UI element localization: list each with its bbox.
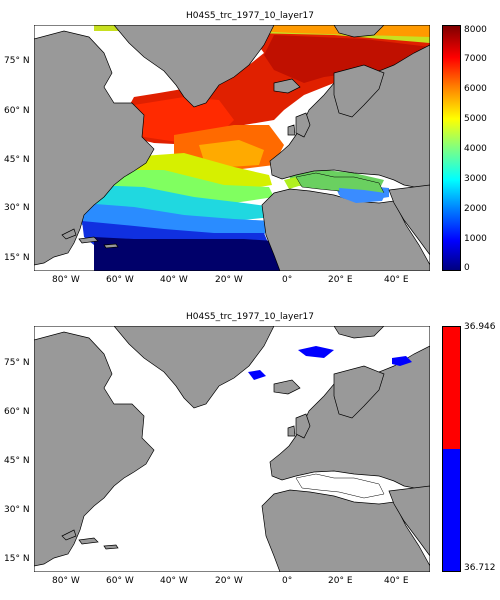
map2-lon-tick-40e: 40° E <box>384 576 409 586</box>
map1-cbar-label-7000: 7000 <box>464 54 487 64</box>
map2-lon-tick-20e: 20° E <box>328 576 353 586</box>
map2-lon-tick-80w: 80° W <box>52 576 80 586</box>
map1-lat-tick-15n: 15° N <box>4 253 30 263</box>
map1-lon-tick-0: 0° <box>282 275 293 285</box>
map1-cbar-label-0: 0 <box>464 263 470 273</box>
map2-colorbar <box>442 326 461 572</box>
map1-lon-tick-40w: 40° W <box>160 275 188 285</box>
map2-lat-tick-45n: 45° N <box>4 456 30 466</box>
map1-cbar-label-3000: 3000 <box>464 174 487 184</box>
map1-title: H04S5_trc_1977_10_layer17 <box>185 11 315 21</box>
map1-lat-tick-45n: 45° N <box>4 155 30 165</box>
map2-lat-tick-75n: 75° N <box>4 358 30 368</box>
map1-plot <box>34 25 430 271</box>
map2-plot <box>34 326 430 572</box>
map2-cbar-max-label: 36.946 <box>464 322 496 332</box>
map1-cbar-label-1000: 1000 <box>464 234 487 244</box>
map1-lon-tick-60w: 60° W <box>106 275 134 285</box>
map1-lon-tick-80w: 80° W <box>52 275 80 285</box>
map1-cbar-label-4000: 4000 <box>464 144 487 154</box>
map2-lon-tick-60w: 60° W <box>106 576 134 586</box>
map1-lon-tick-40e: 40° E <box>384 275 409 285</box>
map1-lat-tick-75n: 75° N <box>4 56 30 66</box>
map1-lon-tick-20e: 20° E <box>328 275 353 285</box>
map1-lat-tick-60n: 60° N <box>4 106 30 116</box>
map2-lat-tick-15n: 15° N <box>4 554 30 564</box>
map1-lat-tick-30n: 30° N <box>4 203 30 213</box>
map2-lon-tick-20w: 20° W <box>215 576 243 586</box>
map1-colorbar <box>442 25 461 271</box>
map2-title: H04S5_trc_1977_10_layer17 <box>185 312 315 322</box>
map2-data-patches <box>248 346 412 380</box>
map1-land <box>34 25 430 271</box>
map2-lon-tick-40w: 40° W <box>160 576 188 586</box>
map2-lat-tick-60n: 60° N <box>4 407 30 417</box>
map2-mediterranean <box>295 473 385 499</box>
map1-cbar-label-5000: 5000 <box>464 114 487 124</box>
map2-lon-tick-0: 0° <box>282 576 293 586</box>
map1-lon-tick-20w: 20° W <box>215 275 243 285</box>
map2-cbar-min-label: 36.712 <box>464 563 496 573</box>
map2-lat-tick-30n: 30° N <box>4 505 30 515</box>
map1-eastern-med <box>339 188 386 203</box>
map2-land <box>34 326 430 572</box>
map1-cbar-label-2000: 2000 <box>464 204 487 214</box>
map1-cbar-label-8000: 8000 <box>464 25 487 35</box>
map1-cbar-label-6000: 6000 <box>464 84 487 94</box>
